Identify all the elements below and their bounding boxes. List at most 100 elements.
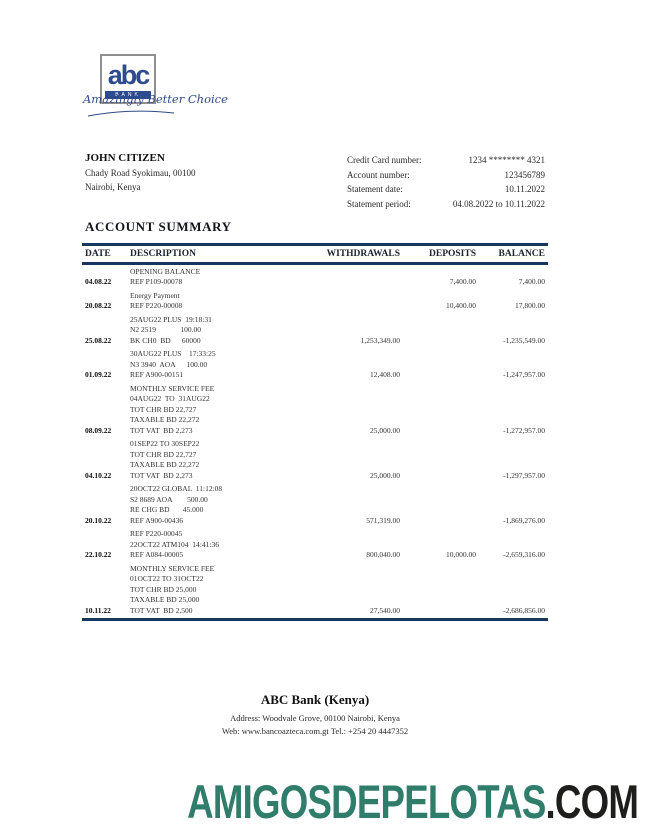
cell-balance: -2,686,856.00 <box>503 605 545 615</box>
table-row: N2 2519 100.00 <box>82 325 548 336</box>
table-row: 04.10.22 TOT VAT BD 2,273 25,000.00 -1,2… <box>82 471 548 482</box>
cell-description: 22OCT22 ATM104 14:41:36 <box>130 539 219 549</box>
account-info-row-account-number: Account number: 123456789 <box>347 168 545 183</box>
table-row: 10.11.22 TOT VAT BD 2,500 27,540.00 -2,6… <box>82 606 548 617</box>
cell-withdrawals: 25,000.00 <box>370 470 400 480</box>
site-watermark: AMIGOSDEPELOTAS.COM <box>187 778 639 825</box>
cell-date: 01.09.22 <box>85 370 112 379</box>
cell-date <box>82 315 130 326</box>
cell-deposits <box>400 505 476 516</box>
cell-date <box>82 360 130 371</box>
cell-withdrawals <box>303 574 400 585</box>
cell-date <box>82 595 130 606</box>
cell-deposits <box>400 585 476 596</box>
cell-balance <box>476 267 548 278</box>
cell-deposits <box>400 606 476 617</box>
table-row: 20.10.22 REF A900-00436 571,319.00 -1,86… <box>82 516 548 527</box>
table-header-rule <box>82 262 548 265</box>
cell-description: MONTHLY SERVICE FEE <box>130 383 215 393</box>
cell-balance: 17,800.00 <box>515 301 545 310</box>
cell-deposits <box>400 529 476 540</box>
bank-logo: abc BANK <box>100 54 156 104</box>
cell-withdrawals <box>303 505 400 516</box>
cell-description: TOT CHR BD 22,727 <box>130 404 197 414</box>
cell-withdrawals <box>303 495 400 506</box>
cell-balance: -1,247,957.00 <box>503 370 545 379</box>
cell-deposits <box>400 484 476 495</box>
cell-description: N3 3940 AOA 100.00 <box>130 359 208 369</box>
cell-description: REF A900-00436 <box>130 515 184 525</box>
account-info-row-credit-card: Credit Card number: 1234 ******** 4321 <box>347 153 545 168</box>
watermark-primary: AMIGOSDEPELOTAS <box>187 775 546 828</box>
cell-description: 01SEP22 TO 30SEP22 <box>130 439 200 448</box>
header-date: DATE <box>85 249 111 259</box>
cell-description: TOT VAT BD 2,273 <box>130 425 193 435</box>
cell-deposits <box>400 360 476 371</box>
cell-date: 08.09.22 <box>85 425 112 435</box>
cell-date <box>82 540 130 551</box>
cell-withdrawals <box>303 460 400 471</box>
table-row: MONTHLY SERVICE FEE <box>82 384 548 395</box>
cell-description: RE CHG BD 45.000 <box>130 505 204 514</box>
cell-date <box>82 267 130 278</box>
cell-date: 25.08.22 <box>85 335 112 345</box>
cell-description: TAXABLE BD 25,000 <box>130 595 200 604</box>
statement-date-value: 10.11.2022 <box>504 184 545 195</box>
table-row: 30AUG22 PLUS 17:33:25 <box>82 349 548 360</box>
account-summary-title: ACCOUNT SUMMARY <box>85 219 232 234</box>
cell-deposits <box>400 349 476 360</box>
table-header-row: DATE DESCRIPTION WITHDRAWALS DEPOSITS BA… <box>82 246 548 262</box>
table-row: TAXABLE BD 22,272 <box>82 460 548 471</box>
cell-description: REF A084-00005 <box>130 550 184 559</box>
cell-balance: -1,869,276.00 <box>503 515 545 525</box>
table-row: TOT CHR BD 22,727 <box>82 405 548 416</box>
cell-deposits <box>400 405 476 416</box>
cell-balance <box>476 484 548 495</box>
cell-date <box>82 574 130 585</box>
cell-balance <box>476 564 548 575</box>
footer-web-tel: Web: www.bancoazteca.com.gt Tel.: +254 2… <box>221 726 409 736</box>
cell-withdrawals: 1,253,349.00 <box>360 335 400 345</box>
cell-balance <box>476 349 548 360</box>
customer-address-block: JOHN CITIZEN Chady Road Syokimau, 00100 … <box>85 151 196 195</box>
credit-card-value: 1234 ******** 4321 <box>468 155 546 165</box>
cell-date <box>82 460 130 471</box>
cell-description: Energy Payment <box>130 290 180 300</box>
cell-deposits <box>400 540 476 551</box>
cell-withdrawals <box>303 529 400 540</box>
table-bottom-rule <box>82 618 548 621</box>
transactions-table: DATE DESCRIPTION WITHDRAWALS DEPOSITS BA… <box>82 243 548 621</box>
cell-withdrawals <box>303 349 400 360</box>
cell-withdrawals <box>303 540 400 551</box>
header-deposits: DEPOSITS <box>429 249 476 259</box>
cell-date <box>82 349 130 360</box>
cell-description: REF P220-00045 <box>130 529 183 538</box>
table-body: OPENING BALANCE 04.08.22 REF P109-00078 … <box>82 265 548 619</box>
cell-description: 01OCT22 TO 31OCT22 <box>130 574 204 583</box>
cell-deposits <box>400 439 476 450</box>
table-row: Energy Payment <box>82 291 548 302</box>
cell-description: REF P109-00078 <box>130 277 183 286</box>
cell-description: 25AUG22 PLUS 19:18:31 <box>130 314 212 324</box>
cell-description: MONTHLY SERVICE FEE <box>130 563 215 573</box>
table-row: RE CHG BD 45.000 <box>82 505 548 516</box>
cell-deposits <box>400 370 476 381</box>
cell-balance <box>476 574 548 585</box>
table-row: 01OCT22 TO 31OCT22 <box>82 574 548 585</box>
cell-balance <box>476 505 548 516</box>
cell-description: TOT CHR BD 22,727 <box>130 449 197 459</box>
cell-deposits: 10,400.00 <box>446 301 476 310</box>
cell-date <box>82 529 130 540</box>
cell-balance <box>476 315 548 326</box>
table-row: TAXABLE BD 22,272 <box>82 415 548 426</box>
cell-balance <box>476 585 548 596</box>
table-row: TAXABLE BD 25,000 <box>82 595 548 606</box>
cell-deposits <box>400 384 476 395</box>
cell-withdrawals: 12,408.00 <box>370 370 400 379</box>
table-row: S2 8689 AOA 500.00 <box>82 495 548 506</box>
cell-deposits <box>400 267 476 278</box>
cell-description: OPENING BALANCE <box>130 266 201 276</box>
table-row: 01.09.22 REF A900-00151 12,408.00 -1,247… <box>82 370 548 381</box>
cell-balance <box>476 439 548 450</box>
cell-withdrawals <box>303 325 400 336</box>
